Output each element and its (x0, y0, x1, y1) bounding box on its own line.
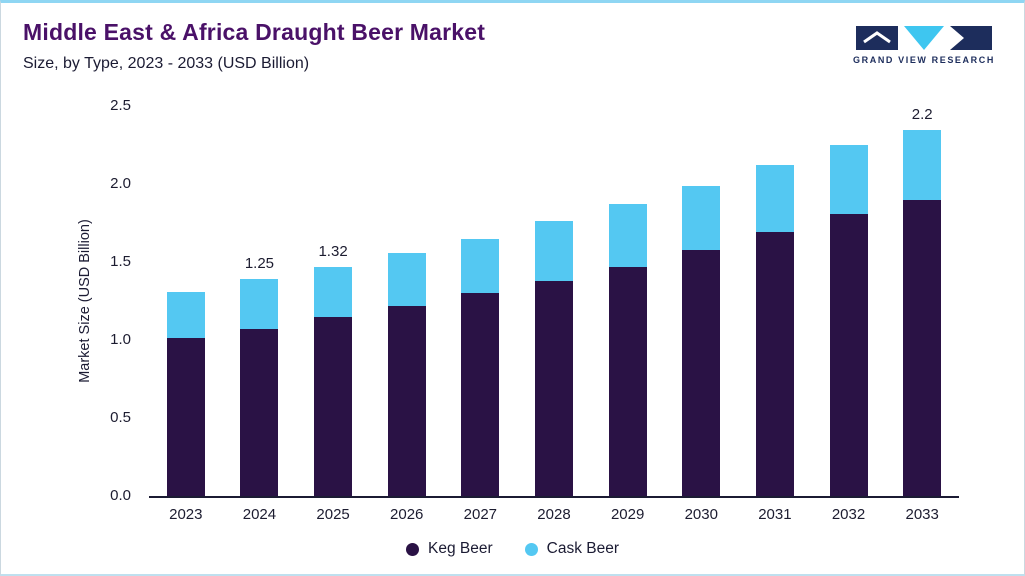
bar-segment-2032-cask-beer (829, 145, 868, 214)
x-tick-2032: 2032 (831, 506, 866, 523)
x-tick-2031: 2031 (758, 506, 792, 523)
plot-area: 2023 1.25 2024 1.32 2025 2026 2027 2028 2029 2030… (149, 106, 959, 523)
y-tick-2.5: 2.5 (110, 97, 131, 114)
grand-view-research-logo: GRAND VIEW RESEARCH (850, 25, 998, 65)
bar-value-label-2033: 2.2 (911, 106, 933, 123)
legend-label-cask: Cask Beer (546, 540, 619, 557)
bar-segment-2028-cask-beer (534, 221, 573, 281)
bar-segment-2030-keg-beer (682, 249, 721, 496)
bar-segment-2023-cask-beer (166, 291, 205, 339)
bar-group-2029 (591, 106, 665, 496)
bar-segment-2030-cask-beer (682, 185, 721, 250)
bar-group-2026 (370, 106, 444, 496)
bar-segment-2033-cask-beer (903, 130, 942, 201)
page-title: Middle East & Africa Draught Beer Market (23, 19, 486, 45)
x-tick-2024: 2024 (242, 506, 277, 523)
bar-segment-2024-cask-beer (240, 279, 279, 330)
bar-group-2027 (444, 106, 518, 496)
y-tick-2.0: 2.0 (110, 175, 131, 192)
bar-segment-2026-cask-beer (387, 252, 426, 306)
x-tick-2027: 2027 (463, 506, 498, 523)
legend-item-cask: Cask Beer (524, 540, 619, 558)
bar-value-label-2024: 1.25 (244, 255, 275, 273)
bar-group-2024: 1.25 (223, 106, 297, 496)
bar-segment-2026-keg-beer (387, 305, 426, 496)
bar-group-2025: 1.32 (296, 106, 370, 496)
bar-segment-2029-keg-beer (608, 266, 647, 496)
x-tick-2023: 2023 (169, 506, 203, 523)
y-tick-0.0: 0.0 (110, 487, 131, 504)
x-tick-2025: 2025 (316, 506, 350, 523)
bar-group-2032 (812, 106, 886, 496)
bar-segment-2027-cask-beer (461, 238, 500, 294)
bar-group-2033: 2.2 (885, 106, 959, 496)
bar-segment-2027-keg-beer (461, 293, 500, 496)
x-tick-2033: 2033 (905, 506, 939, 523)
legend-label-keg: Keg Beer (427, 540, 493, 557)
x-tick-2028: 2028 (537, 506, 571, 523)
bar-segment-2031-keg-beer (755, 232, 794, 496)
y-tick-0.5: 0.5 (110, 409, 131, 426)
bar-segment-2025-keg-beer (314, 316, 353, 496)
x-tick-2029: 2029 (610, 506, 645, 523)
y-axis-ticks: 0.0 0.5 1.0 1.5 2.0 2.5 (1, 97, 139, 504)
bar-group-2023 (149, 106, 223, 496)
bar-segment-2033-keg-beer (903, 200, 942, 496)
y-tick-1.5: 1.5 (110, 253, 131, 270)
legend-dot-cask (524, 542, 538, 556)
bar-group-2028 (517, 106, 591, 496)
legend-item-keg: Keg Beer (405, 540, 493, 558)
bar-segment-2025-cask-beer (314, 266, 353, 317)
bar-segment-2031-cask-beer (755, 165, 794, 233)
bar-group-2031 (738, 106, 812, 496)
legend: Keg Beer Cask Beer (1, 540, 1024, 558)
logo-text: GRAND VIEW RESEARCH (853, 55, 995, 65)
y-tick-1.0: 1.0 (110, 331, 131, 348)
page-subtitle: Size, by Type, 2023 - 2033 (USD Billion) (23, 55, 310, 72)
bar-segment-2032-keg-beer (829, 213, 868, 496)
bar-segment-2023-keg-beer (166, 338, 205, 496)
bar-segment-2024-keg-beer (240, 329, 279, 496)
bar-segment-2029-cask-beer (608, 204, 647, 267)
bar-group-2030 (664, 106, 738, 496)
bar-segment-2028-keg-beer (534, 280, 573, 496)
x-tick-2030: 2030 (684, 506, 718, 523)
logo-mark-icon (856, 26, 992, 50)
x-tick-2026: 2026 (390, 506, 424, 523)
bar-value-label-2025: 1.32 (318, 242, 348, 260)
legend-dot-keg (405, 542, 419, 556)
